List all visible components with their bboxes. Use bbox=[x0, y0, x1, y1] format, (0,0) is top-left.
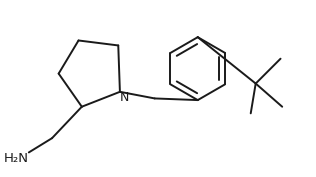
Text: H₂N: H₂N bbox=[3, 152, 28, 165]
Text: N: N bbox=[119, 91, 129, 104]
